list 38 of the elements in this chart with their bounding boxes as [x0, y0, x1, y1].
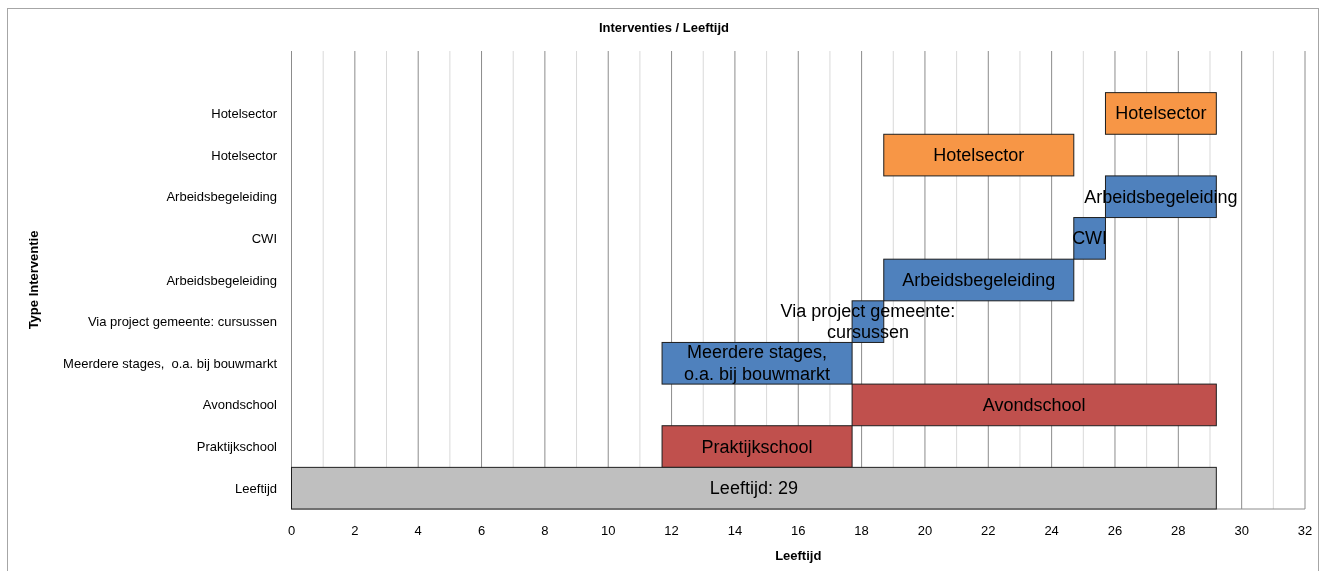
x-tick-label: 16 — [791, 522, 806, 538]
y-tick-label: Leeftijd — [235, 480, 277, 496]
x-tick-label: 14 — [727, 522, 743, 538]
x-tick-label: 26 — [1107, 522, 1123, 538]
data-label: Leeftijd: 29 — [709, 478, 798, 499]
x-tick-label: 4 — [414, 522, 422, 538]
x-axis-title: Leeftijd — [775, 547, 822, 563]
data-label: Hotelsector — [933, 145, 1025, 166]
x-tick-label: 8 — [541, 522, 549, 538]
data-label: Arbeidsbegeleiding — [902, 270, 1056, 290]
x-tick-label: 24 — [1044, 522, 1059, 538]
data-label: Praktijkschool — [701, 436, 813, 457]
x-tick-label: 20 — [917, 522, 933, 538]
data-label: Meerdere stages, o.a. bij bouwmarkt — [684, 342, 831, 385]
y-tick-label: Arbeidsbegeleiding — [166, 272, 277, 288]
x-tick-label: 32 — [1297, 522, 1313, 538]
x-tick-label: 28 — [1171, 522, 1186, 538]
y-tick-label: Hotelsector — [211, 147, 278, 163]
y-tick-label: Praktijkschool — [196, 439, 278, 455]
data-label: Hotelsector — [1115, 103, 1207, 124]
y-tick-label: CWI — [251, 230, 277, 246]
y-tick-label: Hotelsector — [211, 105, 278, 121]
y-tick-label: Meerdere stages, o.a. bij bouwmarkt — [63, 355, 278, 371]
y-tick-label: Arbeidsbegeleiding — [166, 189, 277, 205]
x-tick-label: 30 — [1234, 522, 1249, 538]
bar — [883, 133, 1075, 177]
x-tick-label: 0 — [287, 522, 296, 538]
data-label: Avondschool — [982, 394, 1086, 415]
chart-title: Interventies / Leeftijd — [598, 19, 730, 35]
x-tick-label: 10 — [600, 522, 616, 538]
x-tick-label: 2 — [351, 522, 359, 538]
x-tick-label: 18 — [854, 522, 869, 538]
y-tick-label: Via project gemeente: cursussen — [87, 314, 277, 330]
x-tick-label: 12 — [664, 522, 679, 538]
x-tick-label: 22 — [981, 522, 996, 538]
y-axis-title: Type Interventie — [25, 230, 41, 330]
y-tick-label: Avondschool — [202, 397, 278, 413]
x-tick-label: 6 — [477, 522, 486, 538]
